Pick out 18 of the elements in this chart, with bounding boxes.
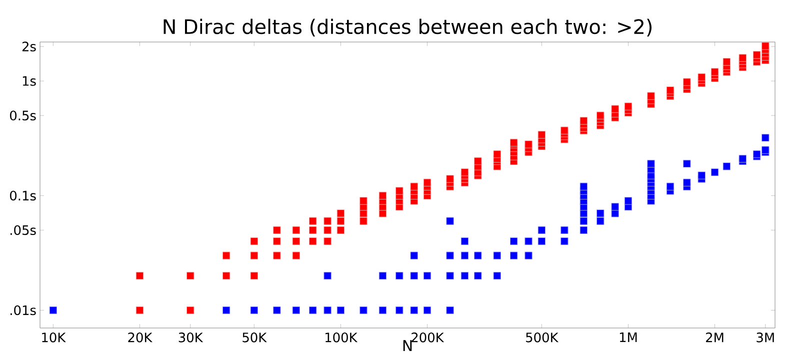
- x-tick-label: 20K: [128, 332, 152, 342]
- y-tick-label: 0.1s: [10, 190, 36, 201]
- x-tick-label: 10K: [42, 332, 66, 342]
- chart-title: N Dirac deltas (distances between each two: >2): [164, 18, 652, 36]
- x-tick-label: 3M: [756, 332, 774, 342]
- y-tick-label: 1s: [22, 76, 36, 86]
- x-tick-label: 1M: [620, 332, 637, 342]
- y-tick-label: 0.5s: [10, 110, 36, 120]
- x-tick-label: 50K: [242, 332, 267, 342]
- x-tick-label: 2M: [706, 332, 724, 342]
- x-tick-label: 200K: [412, 332, 444, 342]
- x-axis-title: N: [403, 340, 412, 352]
- y-tick-label: .01s: [10, 305, 36, 316]
- y-tick-label: .05s: [10, 225, 36, 236]
- x-tick-label: 500K: [526, 332, 559, 342]
- y-tick-label: 2s: [22, 42, 36, 52]
- x-tick-label: 100K: [326, 332, 358, 342]
- x-tick-label: 30K: [178, 332, 204, 342]
